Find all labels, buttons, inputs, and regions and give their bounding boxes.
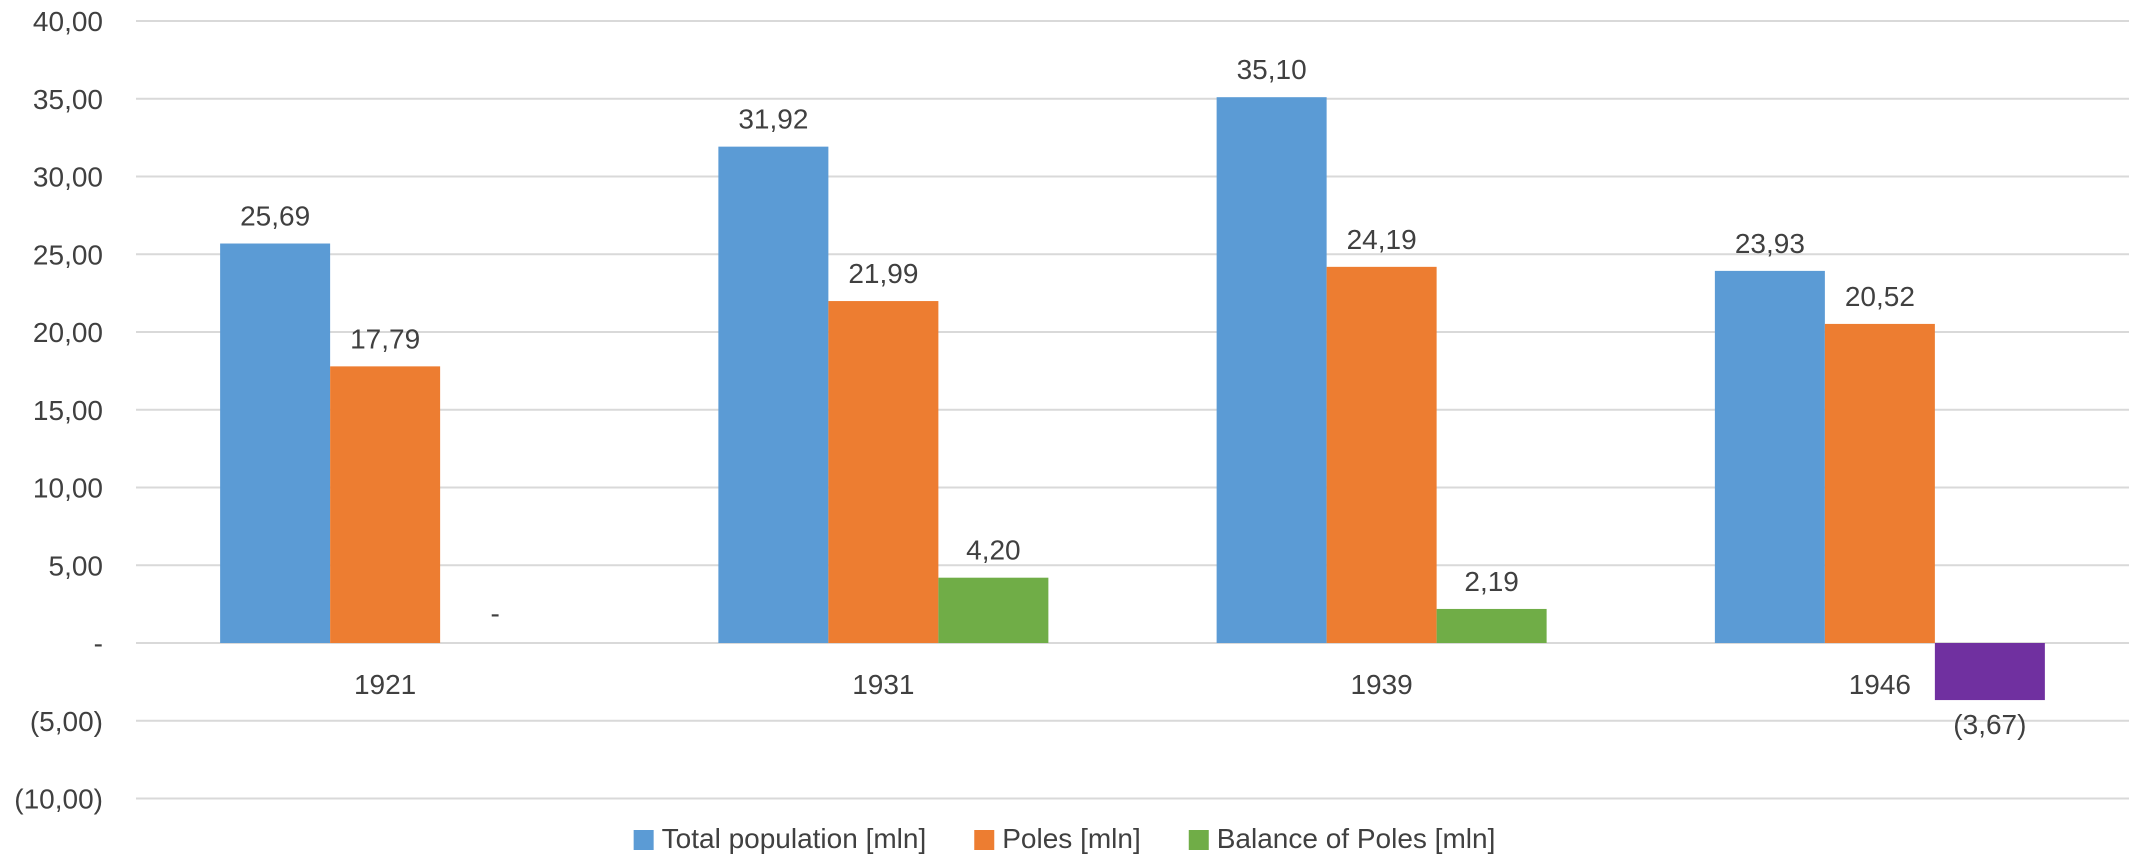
y-tick-label: 40,00: [33, 6, 103, 37]
bar: [828, 301, 939, 643]
data-label: 35,10: [1237, 54, 1307, 85]
y-tick-label: -: [94, 628, 103, 659]
bar: [938, 577, 1049, 643]
data-label: 23,93: [1735, 228, 1805, 259]
y-tick-label: (5,00): [30, 706, 103, 737]
bar: [1216, 97, 1327, 643]
data-label: 2,19: [1464, 566, 1519, 597]
bar: [1714, 270, 1825, 643]
data-label: 25,69: [240, 201, 310, 232]
bar: [1824, 323, 1935, 643]
bar: [718, 146, 829, 644]
y-tick-label: 30,00: [33, 162, 103, 193]
data-label: 21,99: [848, 258, 918, 289]
legend-swatch: [633, 830, 654, 850]
data-labels: 25,69 17,79 - 31,92 21,99 4,20 35,10 24,19 2,19 2…: [240, 54, 2026, 740]
y-tick-label: 15,00: [33, 395, 103, 426]
bar: [1436, 608, 1547, 643]
data-label: 31,92: [738, 104, 808, 135]
x-category-label: 1946: [1849, 669, 1911, 700]
data-label: 17,79: [350, 323, 420, 354]
legend-swatch: [1188, 830, 1209, 850]
x-category-label: 1921: [354, 669, 416, 700]
bars: [220, 97, 2045, 701]
legend-label: Poles [mln]: [1002, 823, 1141, 854]
legend-swatch: [974, 830, 995, 850]
data-label: (3,67): [1953, 709, 2026, 740]
legend-label: Total population [mln]: [662, 823, 927, 854]
x-category-label: 1931: [852, 669, 914, 700]
data-label: 24,19: [1347, 224, 1417, 255]
x-category-label: 1939: [1350, 669, 1412, 700]
y-tick-label: 35,00: [33, 84, 103, 115]
bar: [1934, 643, 2045, 701]
y-tick-label: 5,00: [49, 550, 104, 581]
y-tick-label: 25,00: [33, 239, 103, 270]
bar: [1326, 266, 1437, 643]
y-tick-label: (10,00): [14, 784, 103, 815]
gridlines: [136, 20, 2129, 800]
legend: Total population [mln] Poles [mln] Balance…: [633, 823, 1496, 854]
y-tick-label: 20,00: [33, 317, 103, 348]
bar: [220, 243, 331, 643]
x-axis-category-labels: 1921 1931 1939 1946: [354, 669, 1911, 700]
data-label: 4,20: [966, 535, 1021, 566]
data-label: -: [490, 598, 499, 629]
y-axis-tick-labels: 40,00 35,00 30,00 25,00 20,00 15,00 10,00 5,00 -…: [14, 6, 103, 815]
y-tick-label: 10,00: [33, 473, 103, 504]
bar: [330, 366, 441, 643]
data-label: 20,52: [1845, 281, 1915, 312]
legend-label: Balance of Poles [mln]: [1217, 823, 1496, 854]
